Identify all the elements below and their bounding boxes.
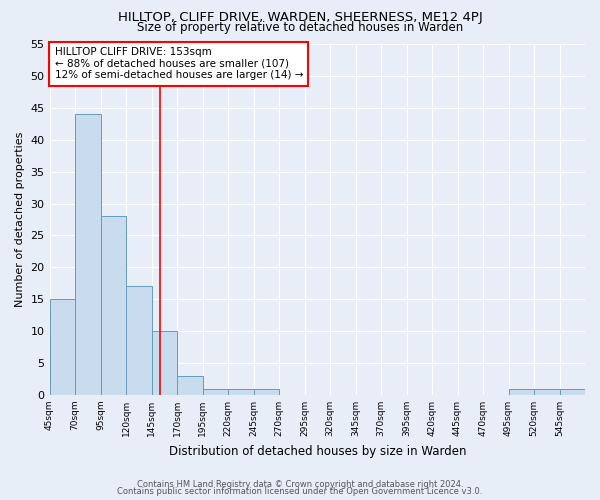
Bar [101,216,126,395]
Text: Contains public sector information licensed under the Open Government Licence v3: Contains public sector information licen… [118,487,482,496]
Text: Size of property relative to detached houses in Warden: Size of property relative to detached ho… [137,21,463,34]
Bar [534,388,560,395]
Bar [152,331,177,395]
Bar [126,286,152,395]
Bar [228,388,254,395]
Bar [50,299,75,395]
Bar [254,388,279,395]
Bar [560,388,585,395]
Y-axis label: Number of detached properties: Number of detached properties [15,132,25,307]
Bar [509,388,534,395]
Bar [177,376,203,395]
Bar [203,388,228,395]
Text: HILLTOP, CLIFF DRIVE, WARDEN, SHEERNESS, ME12 4PJ: HILLTOP, CLIFF DRIVE, WARDEN, SHEERNESS,… [118,11,482,24]
Text: Contains HM Land Registry data © Crown copyright and database right 2024.: Contains HM Land Registry data © Crown c… [137,480,463,489]
Bar [75,114,101,395]
Text: HILLTOP CLIFF DRIVE: 153sqm
← 88% of detached houses are smaller (107)
12% of se: HILLTOP CLIFF DRIVE: 153sqm ← 88% of det… [55,47,303,80]
X-axis label: Distribution of detached houses by size in Warden: Distribution of detached houses by size … [169,444,466,458]
